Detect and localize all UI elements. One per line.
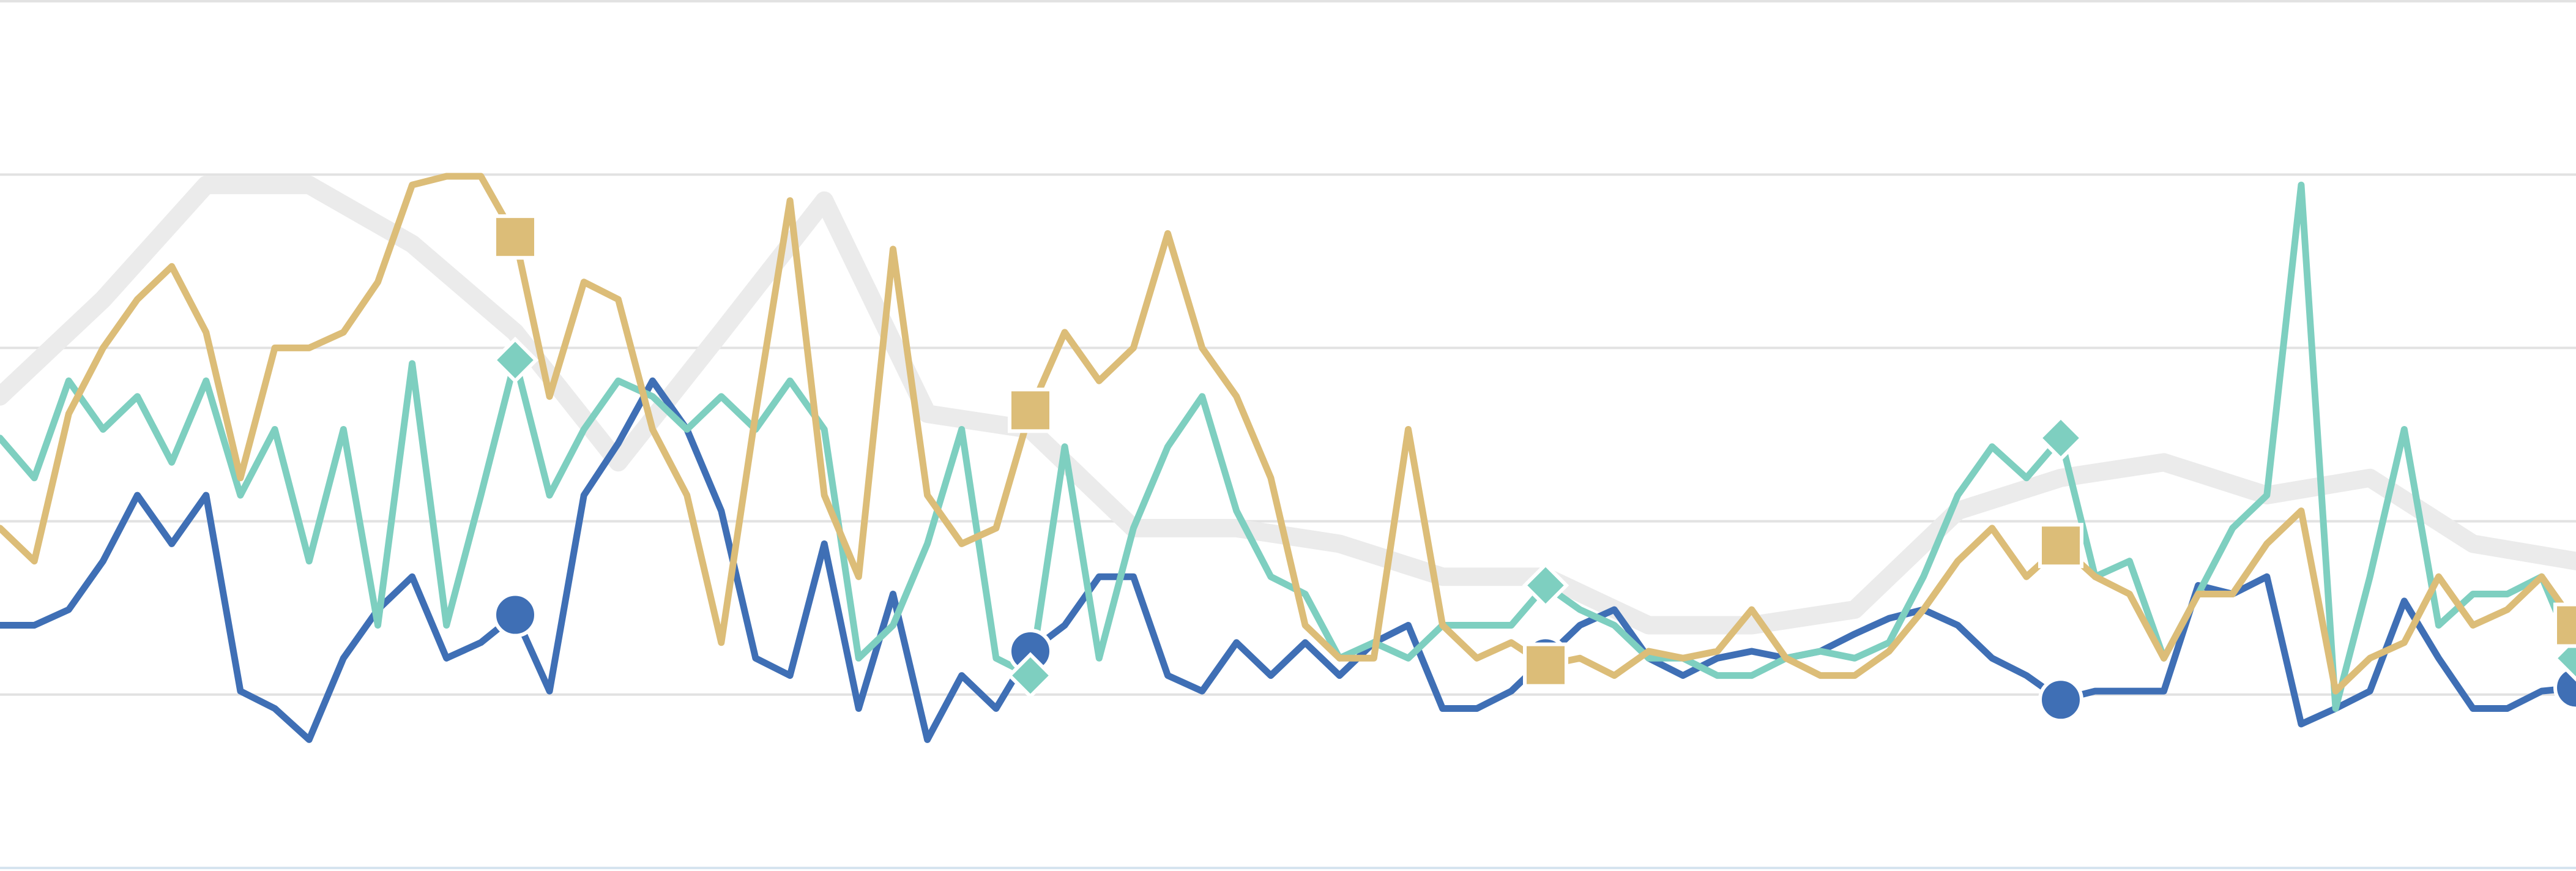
series-line (0, 173, 2576, 695)
marker (2038, 523, 2083, 569)
marker (2037, 414, 2085, 462)
marker (493, 592, 538, 638)
marker (2553, 602, 2576, 648)
marker (1523, 642, 1568, 688)
series-line (0, 176, 2576, 635)
series-line (0, 377, 2576, 743)
marker (2038, 677, 2083, 723)
marker (1008, 387, 1053, 433)
series-line (0, 181, 2576, 712)
marker (491, 336, 539, 384)
marker (1522, 562, 1569, 609)
marker (1007, 652, 1054, 699)
marker (2553, 665, 2576, 711)
marker (493, 214, 538, 260)
